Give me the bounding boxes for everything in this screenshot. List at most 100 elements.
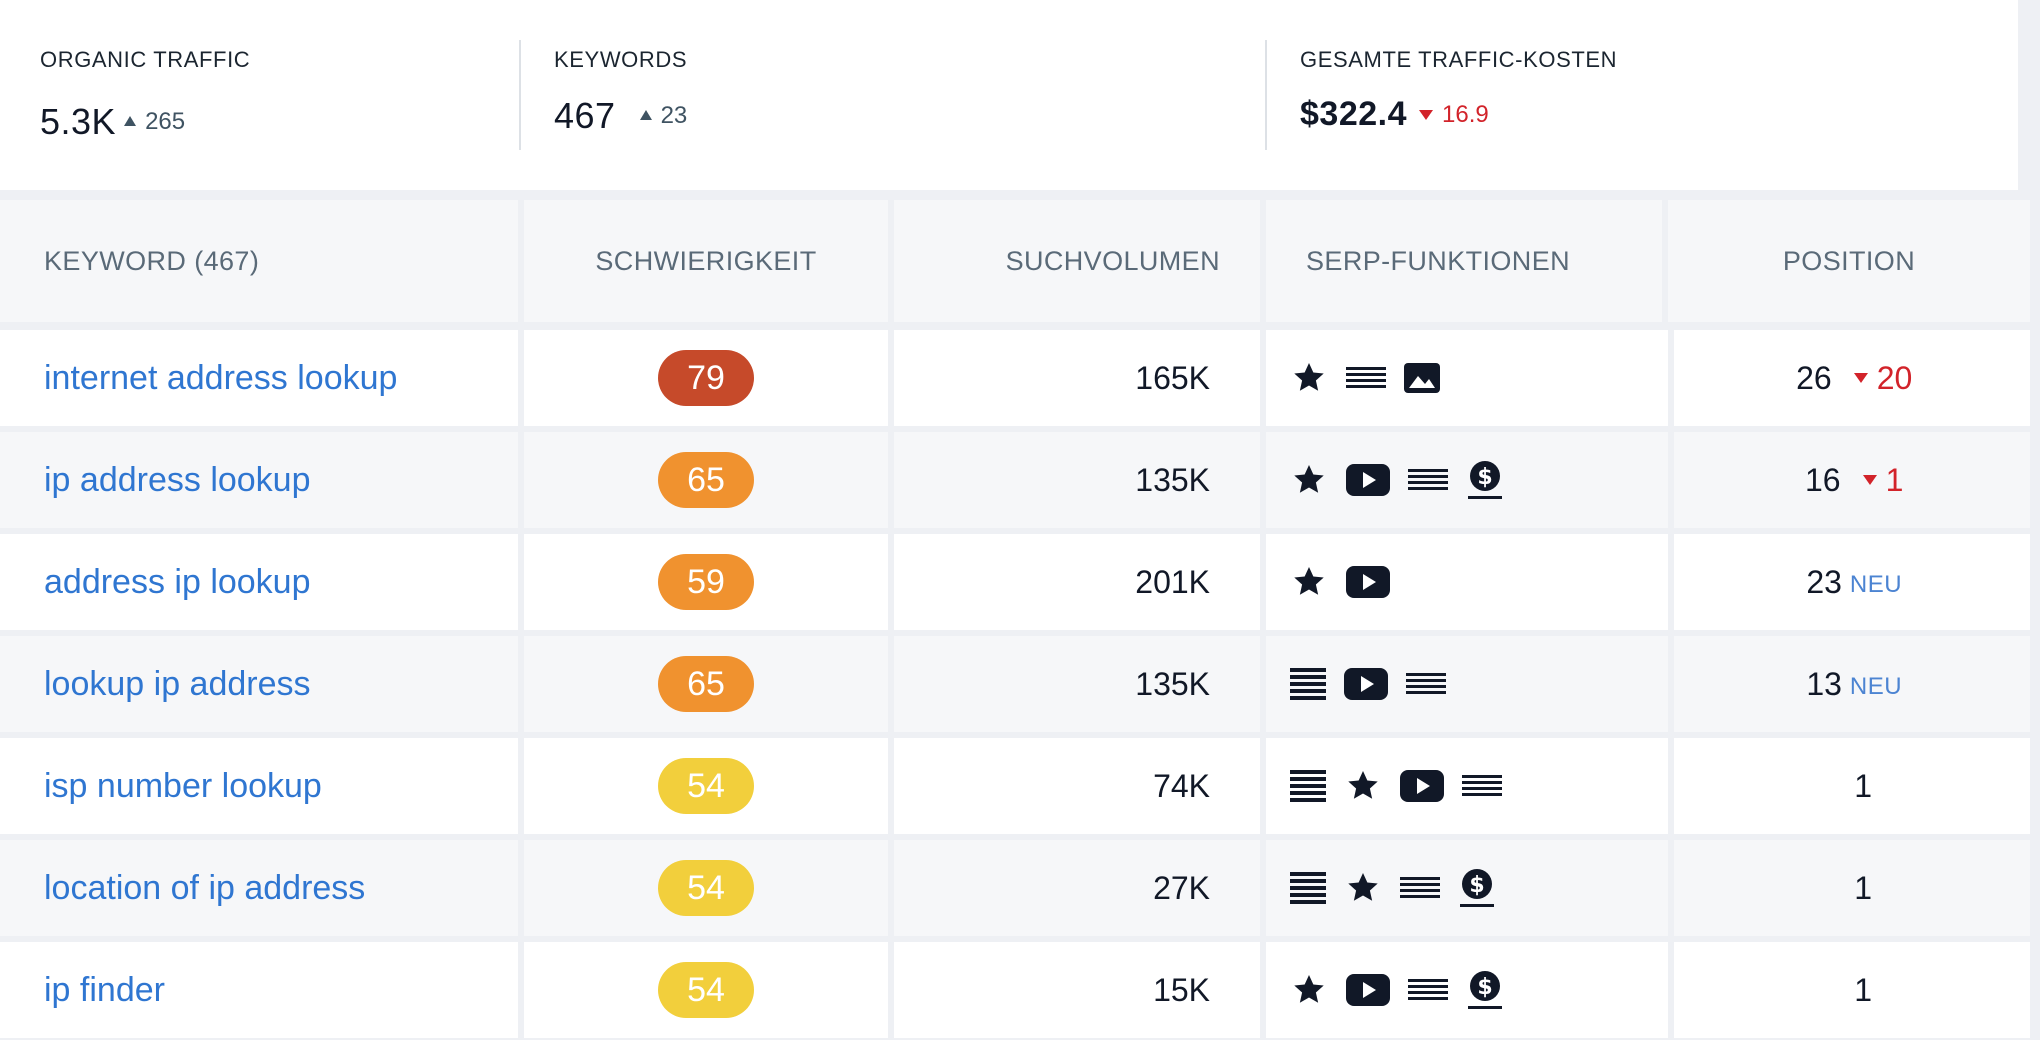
star-icon[interactable] bbox=[1290, 462, 1328, 498]
keyword-link[interactable]: location of ip address bbox=[44, 868, 366, 907]
metric-delta: 16.9 bbox=[1419, 101, 1489, 129]
new-badge: NEU bbox=[1849, 673, 1903, 700]
dollar-icon[interactable]: $ bbox=[1458, 868, 1496, 908]
table-row-keyword-cell: internet address lookup bbox=[0, 330, 518, 426]
lines-icon[interactable] bbox=[1408, 978, 1448, 1002]
new-badge: NEU bbox=[1849, 571, 1903, 598]
table-row-keyword-cell: location of ip address bbox=[0, 840, 518, 936]
position-cell: 1 bbox=[1674, 738, 2030, 834]
list-icon[interactable] bbox=[1290, 770, 1326, 802]
keyword-link[interactable]: ip address lookup bbox=[44, 460, 311, 499]
keyword-link[interactable]: lookup ip address bbox=[44, 664, 311, 703]
difficulty-cell: 59 bbox=[524, 534, 888, 630]
lines-icon[interactable] bbox=[1400, 876, 1440, 900]
image-icon[interactable] bbox=[1404, 363, 1440, 393]
volume-cell: 74K bbox=[894, 738, 1260, 834]
metric-value: 5.3K bbox=[40, 101, 117, 142]
serp-features-cell: $ bbox=[1266, 942, 1668, 1038]
difficulty-badge: 54 bbox=[658, 860, 754, 916]
metric-label: KEYWORDS bbox=[554, 47, 688, 72]
column-header-keyword[interactable]: KEYWORD (467) bbox=[0, 200, 518, 322]
svg-text:$: $ bbox=[1477, 975, 1492, 1000]
table-row-keyword-cell: isp number lookup bbox=[0, 738, 518, 834]
keyword-link[interactable]: ip finder bbox=[44, 970, 165, 1009]
keyword-link[interactable]: address ip lookup bbox=[44, 562, 311, 601]
star-icon[interactable] bbox=[1344, 768, 1382, 804]
position-cell: 16 1 bbox=[1674, 432, 2030, 528]
star-icon[interactable] bbox=[1344, 870, 1382, 906]
difficulty-cell: 54 bbox=[524, 738, 888, 834]
arrow-down-icon bbox=[1419, 109, 1433, 120]
search-volume: 135K bbox=[1135, 665, 1210, 702]
table-row-keyword-cell: ip finder bbox=[0, 942, 518, 1038]
video-icon[interactable] bbox=[1346, 464, 1390, 496]
position-cell: 13 NEU bbox=[1674, 636, 2030, 732]
column-header-serp[interactable]: SERP-FUNKTIONEN bbox=[1266, 200, 1662, 322]
position-cell: 1 bbox=[1674, 942, 2030, 1038]
dollar-icon[interactable]: $ bbox=[1466, 460, 1504, 500]
video-icon[interactable] bbox=[1346, 566, 1390, 598]
column-header-position[interactable]: POSITION bbox=[1668, 200, 2030, 322]
volume-cell: 165K bbox=[894, 330, 1260, 426]
serp-features-cell bbox=[1266, 738, 1668, 834]
list-icon[interactable] bbox=[1290, 668, 1326, 700]
serp-features-cell bbox=[1266, 534, 1668, 630]
arrow-up-icon bbox=[124, 116, 137, 126]
position-delta: 1 bbox=[1862, 461, 1904, 499]
difficulty-cell: 65 bbox=[524, 636, 888, 732]
video-icon[interactable] bbox=[1346, 974, 1390, 1006]
difficulty-badge: 65 bbox=[658, 656, 754, 712]
search-volume: 15K bbox=[1153, 971, 1210, 1008]
metric-label: ORGANIC TRAFFIC bbox=[40, 47, 251, 72]
header-label: POSITION bbox=[1782, 245, 1916, 276]
lines-icon[interactable] bbox=[1346, 366, 1386, 390]
list-icon[interactable] bbox=[1290, 872, 1326, 904]
position-value: 1 bbox=[1854, 869, 1872, 906]
position-cell: 26 20 bbox=[1674, 330, 2030, 426]
column-header-difficulty[interactable]: SCHWIERIGKEIT bbox=[524, 200, 888, 322]
divider bbox=[1265, 40, 1267, 150]
difficulty-cell: 54 bbox=[524, 840, 888, 936]
volume-cell: 135K bbox=[894, 636, 1260, 732]
volume-cell: 201K bbox=[894, 534, 1260, 630]
divider bbox=[519, 40, 521, 150]
metric-delta-value: 23 bbox=[660, 102, 688, 129]
svg-text:$: $ bbox=[1477, 465, 1492, 490]
star-icon[interactable] bbox=[1290, 972, 1328, 1008]
difficulty-badge: 54 bbox=[658, 962, 754, 1018]
star-icon[interactable] bbox=[1290, 360, 1328, 396]
video-icon[interactable] bbox=[1400, 770, 1444, 802]
position-value: 1 bbox=[1854, 767, 1872, 804]
keyword-link[interactable]: internet address lookup bbox=[44, 358, 398, 397]
arrow-down-icon bbox=[1862, 475, 1877, 485]
summary-panel: ORGANIC TRAFFIC 5.3K 265 KEYWORDS 467 23… bbox=[0, 0, 2018, 190]
serp-features-cell bbox=[1266, 636, 1668, 732]
search-volume: 135K bbox=[1135, 461, 1210, 498]
difficulty-cell: 54 bbox=[524, 942, 888, 1038]
traffic-cost-metric: GESAMTE TRAFFIC-KOSTEN $322.4 16.9 bbox=[1300, 47, 1617, 134]
lines-icon[interactable] bbox=[1462, 774, 1502, 798]
position-value: 1 bbox=[1854, 971, 1872, 1008]
position-value: 23 bbox=[1806, 563, 1842, 600]
keywords-metric: KEYWORDS 467 23 bbox=[554, 47, 687, 137]
position-cell: 1 bbox=[1674, 840, 2030, 936]
position-value: 13 bbox=[1806, 665, 1842, 702]
header-label: SCHWIERIGKEIT bbox=[595, 245, 817, 276]
column-header-volume[interactable]: SUCHVOLUMEN bbox=[894, 200, 1260, 322]
search-volume: 74K bbox=[1153, 767, 1210, 804]
serp-features-cell: $ bbox=[1266, 432, 1668, 528]
lines-icon[interactable] bbox=[1406, 672, 1446, 696]
video-icon[interactable] bbox=[1344, 668, 1388, 700]
dollar-icon[interactable]: $ bbox=[1466, 970, 1504, 1010]
position-value: 16 bbox=[1805, 461, 1841, 498]
lines-icon[interactable] bbox=[1408, 468, 1448, 492]
keyword-link[interactable]: isp number lookup bbox=[44, 766, 322, 805]
difficulty-badge: 59 bbox=[658, 554, 754, 610]
metric-delta-value: 265 bbox=[145, 108, 186, 135]
star-icon[interactable] bbox=[1290, 564, 1328, 600]
metric-value: $322.4 bbox=[1300, 95, 1407, 133]
position-delta-value: 1 bbox=[1885, 461, 1904, 498]
keywords-table: KEYWORD (467) SCHWIERIGKEIT SUCHVOLUMEN … bbox=[0, 200, 2040, 1040]
difficulty-cell: 79 bbox=[524, 330, 888, 426]
difficulty-badge: 65 bbox=[658, 452, 754, 508]
